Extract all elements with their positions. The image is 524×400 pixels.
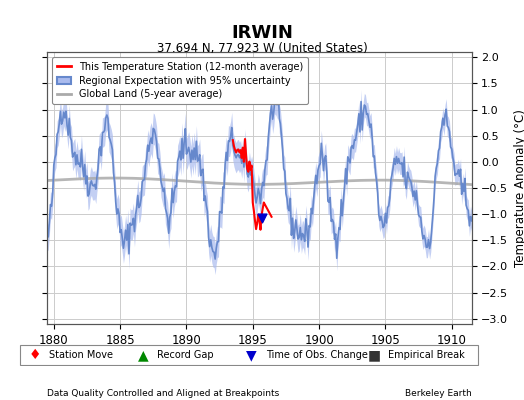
Text: Data Quality Controlled and Aligned at Breakpoints: Data Quality Controlled and Aligned at B… (47, 389, 279, 398)
Text: 37.694 N, 77.923 W (United States): 37.694 N, 77.923 W (United States) (157, 42, 367, 55)
Text: ▲: ▲ (138, 348, 148, 362)
Text: ♦: ♦ (28, 348, 41, 362)
FancyBboxPatch shape (20, 345, 478, 365)
Text: IRWIN: IRWIN (231, 24, 293, 42)
Text: Station Move: Station Move (49, 350, 113, 360)
Text: Record Gap: Record Gap (157, 350, 214, 360)
Text: Time of Obs. Change: Time of Obs. Change (266, 350, 367, 360)
Text: ▼: ▼ (246, 348, 257, 362)
Text: Empirical Break: Empirical Break (388, 350, 465, 360)
Text: ■: ■ (367, 348, 381, 362)
Y-axis label: Temperature Anomaly (°C): Temperature Anomaly (°C) (514, 109, 524, 267)
Legend: This Temperature Station (12-month average), Regional Expectation with 95% uncer: This Temperature Station (12-month avera… (52, 57, 308, 104)
Text: Berkeley Earth: Berkeley Earth (405, 389, 472, 398)
Point (258, 215, 266, 222)
